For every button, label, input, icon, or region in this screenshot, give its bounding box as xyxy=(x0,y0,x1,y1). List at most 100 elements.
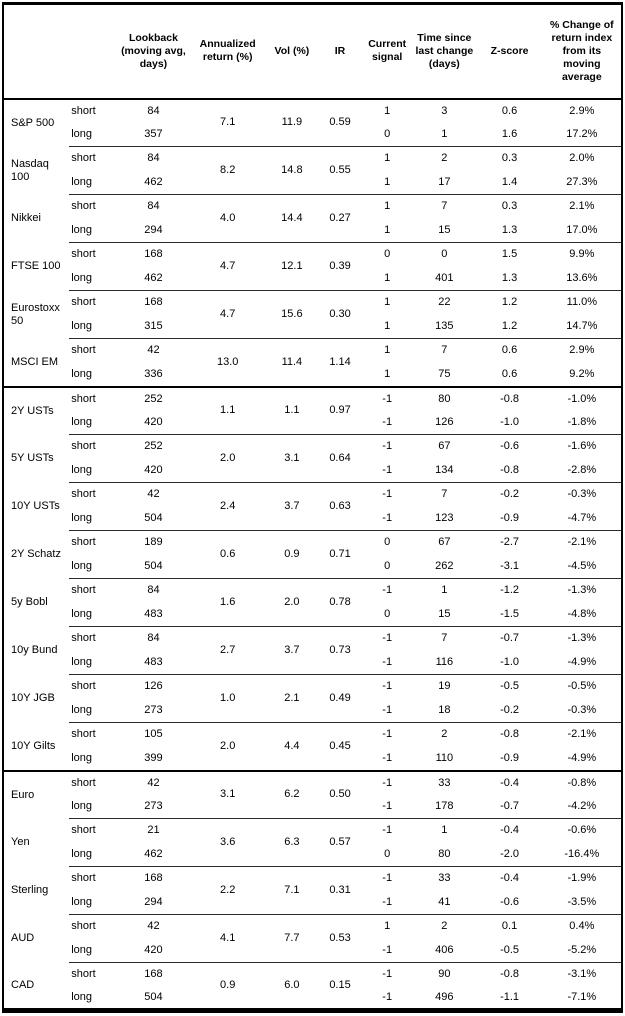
horizon-label: short xyxy=(71,728,96,741)
table-row-long: long 504 -1 123 -0.9 -4.7% xyxy=(3,506,622,531)
lookback-value: 315 xyxy=(117,314,190,339)
table-row-long: long 315 1 135 1.2 14.7% xyxy=(3,314,622,339)
horizon-label: long xyxy=(69,602,118,627)
time-since-value: 134 xyxy=(412,458,477,483)
signal-value: 1 xyxy=(362,218,413,243)
time-since-value: 33 xyxy=(438,776,451,789)
zscore-value: -0.8 xyxy=(500,728,520,741)
pct-change-value: -1.3% xyxy=(567,584,597,597)
vol-value: 6.0 xyxy=(284,979,300,991)
vol-value: 11.9 xyxy=(265,98,318,147)
zscore-value: -0.5 xyxy=(476,938,543,963)
ir-value: 0.59 xyxy=(317,98,363,147)
asset-group: 10Y JGB short 126 1.0 2.1 0.49 -1 19 -0.5 -0.5% lo… xyxy=(3,674,622,723)
horizon-label: short xyxy=(71,200,96,213)
lookback-value: 21 xyxy=(147,824,160,837)
zscore-value: 1.2 xyxy=(501,296,518,309)
annualized-return-value: 0.9 xyxy=(220,979,236,991)
asset-group: 2Y Schatz short 189 0.6 0.9 0.71 0 67 -2.7 -2.1% l… xyxy=(3,530,622,579)
pct-change-value: -2.1% xyxy=(567,536,597,549)
table-row-short: 5Y USTs short 252 2.0 3.1 0.64 -1 67 -0.6 -1.6% xyxy=(3,434,622,483)
ir-value: 0.49 xyxy=(317,674,363,723)
vol-value: 1.1 xyxy=(265,386,318,435)
table-row-long: long 336 1 75 0.6 9.2% xyxy=(3,362,622,388)
horizon-label: long xyxy=(69,746,118,772)
pct-change-value: 27.3% xyxy=(542,170,622,195)
zscore-value: -1.2 xyxy=(500,584,520,597)
horizon-label: long xyxy=(69,794,118,819)
ir-value: 0.78 xyxy=(317,578,363,627)
vol-value: 12.1 xyxy=(265,242,318,291)
asset-group: CAD short 168 0.9 6.0 0.15 -1 90 -0.8 -3.1% long 50… xyxy=(3,963,622,1011)
ir-value: 0.71 xyxy=(317,530,363,579)
time-since-value: 406 xyxy=(412,938,477,963)
zscore-value: 1.2 xyxy=(476,314,543,339)
vol-value: 14.8 xyxy=(265,146,318,195)
zscore-value: -0.7 xyxy=(500,632,520,645)
annualized-return-value: 2.4 xyxy=(189,482,266,531)
lookback-value: 273 xyxy=(117,698,190,723)
ir-value: 1.14 xyxy=(317,338,363,388)
vol-value: 3.7 xyxy=(265,626,318,675)
time-since-value: 135 xyxy=(412,314,477,339)
horizon-label: short xyxy=(71,392,96,405)
signal-value: -1 xyxy=(382,488,393,501)
table-row-short: 5y Bobl short 84 1.6 2.0 0.78 -1 1 -1.2 -1.3% xyxy=(3,578,622,627)
pct-change-value: -4.7% xyxy=(542,506,622,531)
time-since-value: 496 xyxy=(435,990,454,1003)
asset-name: 5y Bobl xyxy=(11,596,48,608)
pct-change-value: -1.3% xyxy=(567,632,597,645)
horizon-label: long xyxy=(69,938,118,963)
lookback-value: 462 xyxy=(117,266,190,291)
lookback-value: 84 xyxy=(147,152,160,165)
pct-change-value: 9.2% xyxy=(542,362,622,388)
lookback-value: 420 xyxy=(117,410,190,435)
time-since-value: 126 xyxy=(412,410,477,435)
zscore-value: 1.5 xyxy=(501,248,518,261)
lookback-value: 84 xyxy=(147,584,160,597)
table-row-long: long 462 0 80 -2.0 -16.4% xyxy=(3,842,622,867)
time-since-value: 110 xyxy=(412,746,477,772)
pct-change-value: -0.5% xyxy=(567,680,597,693)
time-since-value: 80 xyxy=(412,842,477,867)
asset-group: FTSE 100 short 168 4.7 12.1 0.39 0 0 1.5 9.9% long… xyxy=(3,242,622,291)
table-row-short: Euro short 42 3.1 6.2 0.50 -1 33 -0.4 -0.8% xyxy=(3,770,622,819)
lookback-value: 462 xyxy=(117,842,190,867)
time-since-value: 7 xyxy=(441,488,448,501)
col-header-horizon xyxy=(69,3,118,100)
table-row-long: long 294 1 15 1.3 17.0% xyxy=(3,218,622,243)
pct-change-value: -3.1% xyxy=(567,968,597,981)
asset-group: 5Y USTs short 252 2.0 3.1 0.64 -1 67 -0.6 -1.6% lo… xyxy=(3,434,622,483)
pct-change-value: -16.4% xyxy=(542,842,622,867)
horizon-label: short xyxy=(71,248,96,261)
table-row-short: FTSE 100 short 168 4.7 12.1 0.39 0 0 1.5 9.9% xyxy=(3,242,622,291)
asset-name: 2Y USTs xyxy=(11,404,54,417)
zscore-value: -0.9 xyxy=(476,746,543,772)
annualized-return-value: 2.0 xyxy=(189,722,266,772)
table-row-long: long 357 0 1 1.6 17.2% xyxy=(3,122,622,147)
vol-value: 6.2 xyxy=(265,770,318,819)
lookback-value: 42 xyxy=(147,920,160,933)
table-row-short: Nikkei short 84 4.0 14.4 0.27 1 7 0.3 2.1% xyxy=(3,194,622,243)
pct-change-value: 13.6% xyxy=(542,266,622,291)
table-row-long: long 399 -1 110 -0.9 -4.9% xyxy=(3,746,622,772)
pct-change-value: -4.9% xyxy=(542,746,622,772)
signal-value: -1 xyxy=(362,698,413,723)
lookback-value: 504 xyxy=(117,506,190,531)
time-since-value: 0 xyxy=(441,248,448,261)
horizon-label: short xyxy=(71,776,96,789)
ir-value: 0.57 xyxy=(317,818,363,867)
asset-group: Nikkei short 84 4.0 14.4 0.27 1 7 0.3 2.1% long 294… xyxy=(3,194,622,243)
table-row-short: Sterling short 168 2.2 7.1 0.31 -1 33 -0.4 -1.9% xyxy=(3,866,622,915)
annualized-return-value: 4.7 xyxy=(189,242,266,291)
signal-value: -1 xyxy=(362,938,413,963)
signal-value: -1 xyxy=(382,776,393,789)
pct-change-value: 2.9% xyxy=(569,344,595,357)
lookback-value: 399 xyxy=(117,746,190,772)
zscore-value: -1.5 xyxy=(476,602,543,627)
horizon-label: short xyxy=(71,680,96,693)
time-since-value: 15 xyxy=(412,602,477,627)
annualized-return-value: 1.6 xyxy=(189,578,266,627)
pct-change-value: 17.2% xyxy=(542,122,622,147)
time-since-value: 19 xyxy=(438,680,451,693)
